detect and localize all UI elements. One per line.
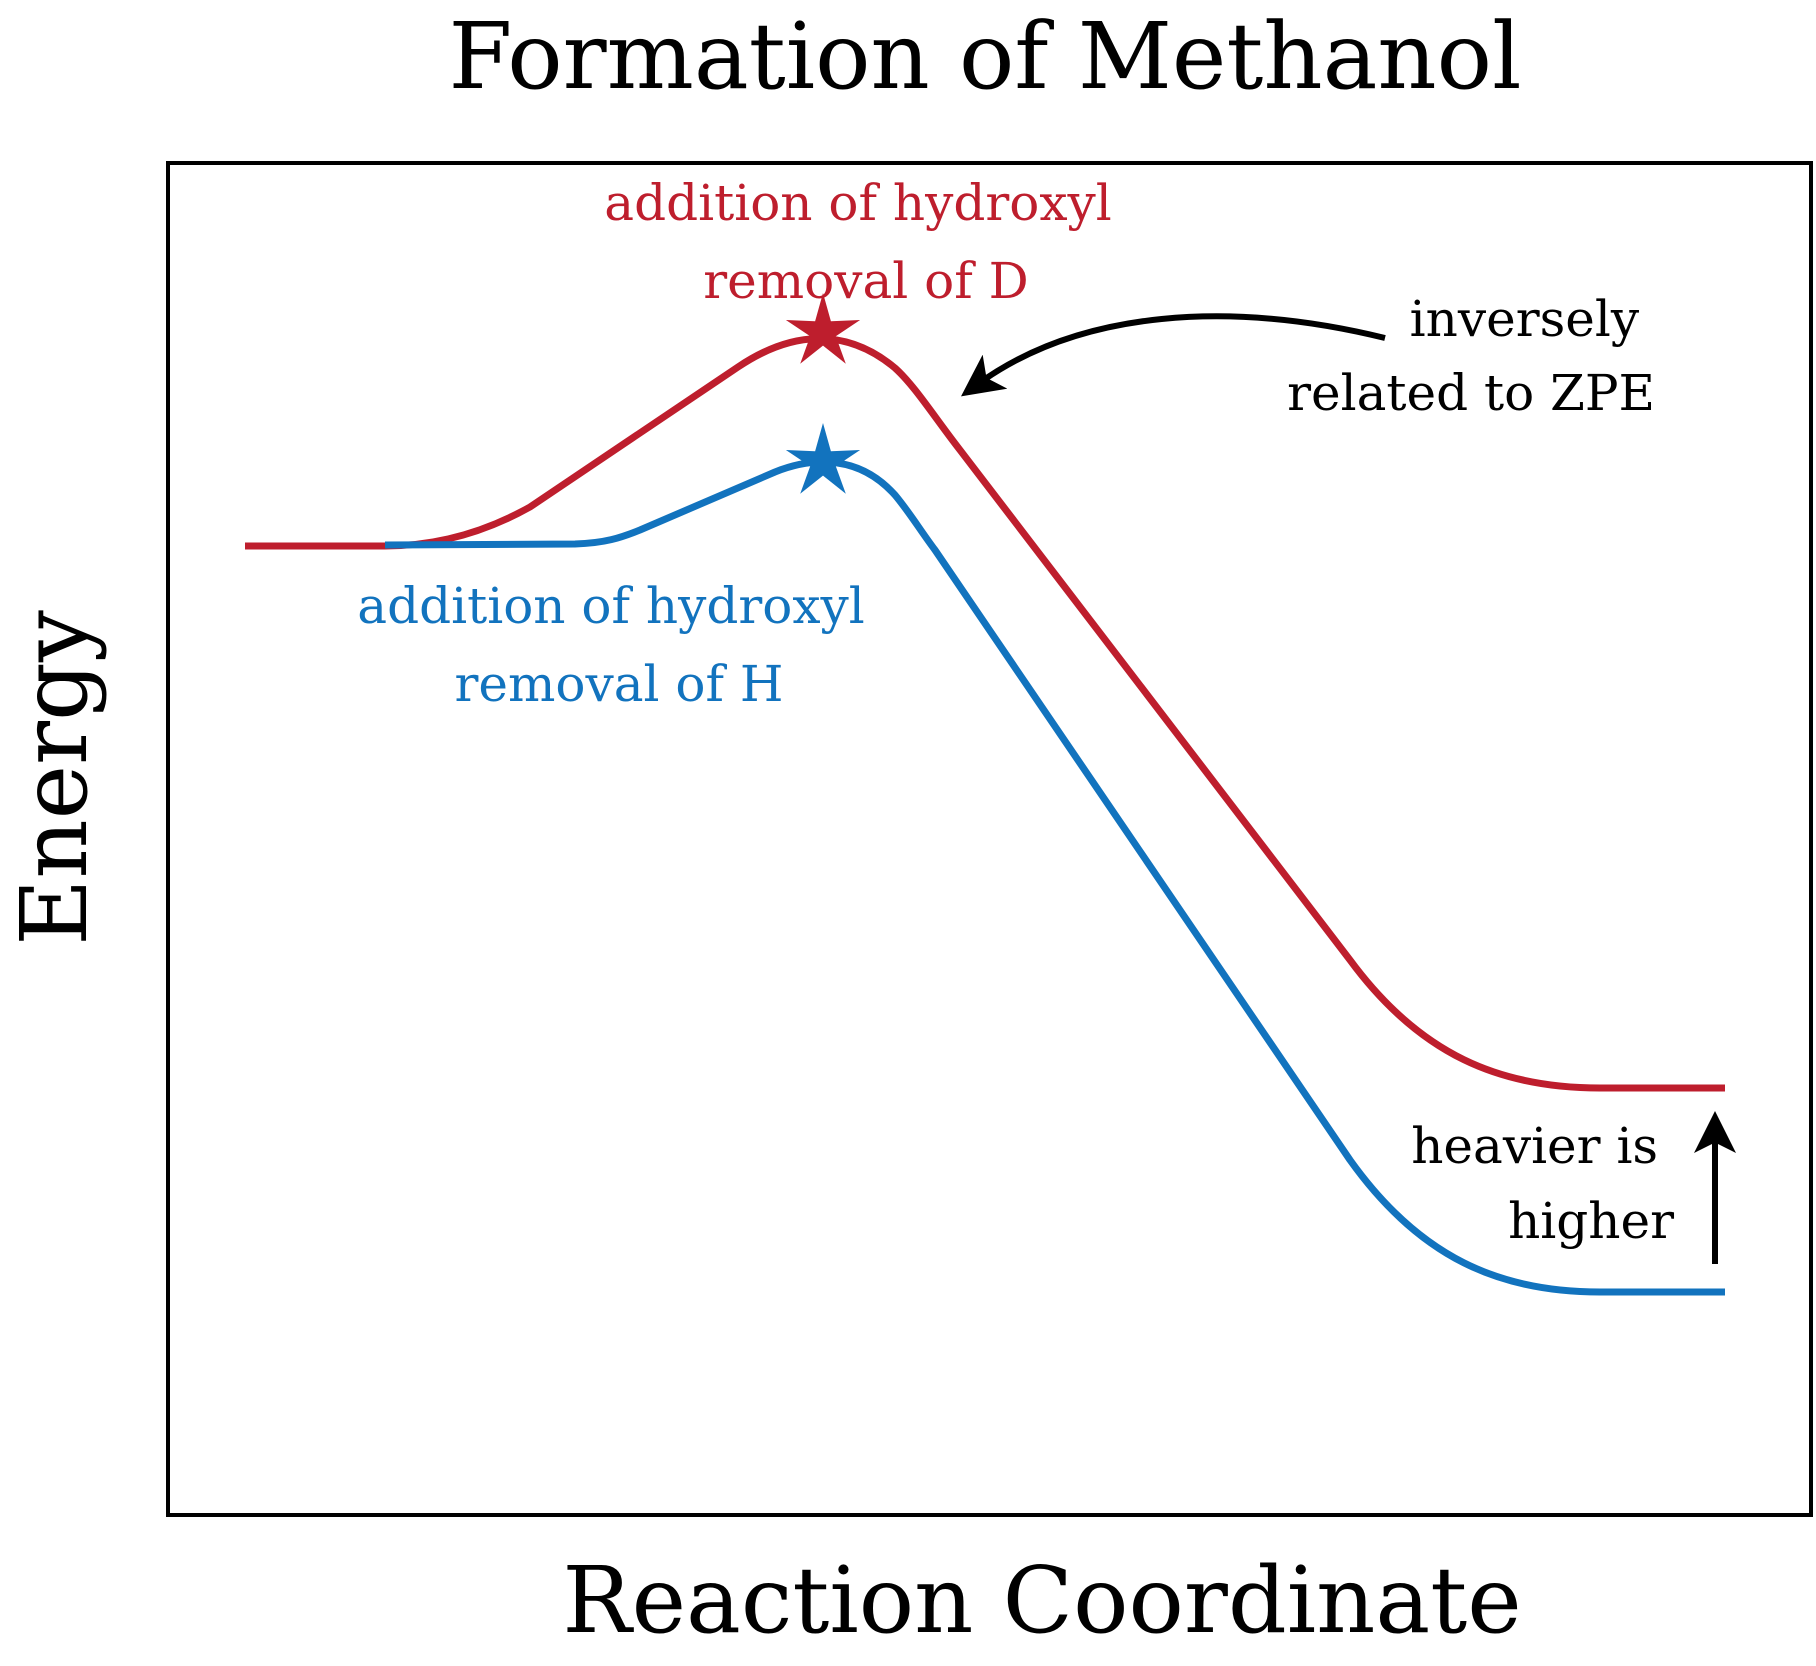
deuterium-energy-curve [245, 335, 1725, 1092]
heavier-annotation-line1: heavier is [1411, 1117, 1658, 1175]
plot-frame [166, 161, 1813, 1517]
hydrogen-label-line2: removal of H [454, 655, 783, 713]
deuterium-pathway-label: addition of hydroxyl removal of D [604, 174, 1127, 310]
y-axis-label: Energy [1, 610, 108, 946]
zpe-annotation-line1: inversely [1410, 290, 1640, 348]
curved-arrow-icon [960, 313, 1386, 397]
deuterium-transition-star-icon [785, 293, 861, 364]
hydrogen-pathway-label: addition of hydroxyl removal of H [357, 577, 880, 713]
deuterium-label-line2: removal of D [703, 252, 1029, 310]
hydrogen-energy-curve [384, 458, 1725, 1296]
x-axis-label: Reaction Coordinate [562, 1547, 1521, 1654]
hydrogen-label-line1: addition of hydroxyl [357, 577, 865, 635]
deuterium-label-line1: addition of hydroxyl [604, 174, 1112, 232]
diagram-title: Formation of Methanol [448, 3, 1521, 110]
hydrogen-transition-star-icon [785, 423, 861, 494]
zpe-annotation-line2: related to ZPE [1287, 364, 1655, 422]
heavier-annotation-line2: higher [1508, 1192, 1674, 1250]
heavier-annotation: heavier is higher [1411, 1117, 1674, 1250]
zpe-annotation: inversely related to ZPE [1287, 290, 1655, 422]
